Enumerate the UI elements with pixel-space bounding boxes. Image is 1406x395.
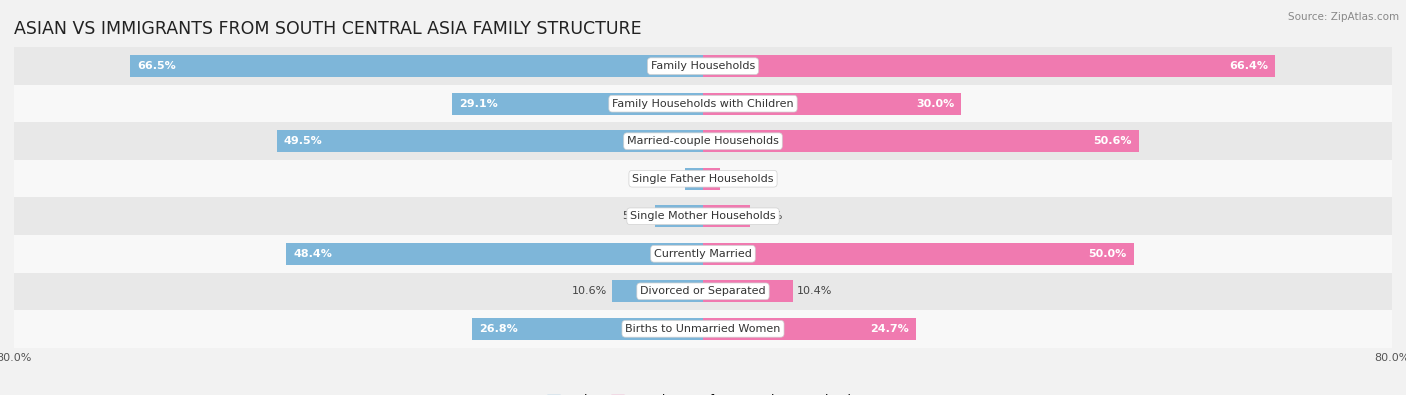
Bar <box>703 280 793 302</box>
Text: Single Mother Households: Single Mother Households <box>630 211 776 221</box>
Bar <box>14 160 1392 198</box>
Text: 26.8%: 26.8% <box>479 324 517 334</box>
Bar <box>131 55 703 77</box>
Bar <box>277 130 703 152</box>
Text: Currently Married: Currently Married <box>654 249 752 259</box>
Bar <box>703 318 915 340</box>
Bar <box>472 318 703 340</box>
Bar <box>14 310 1392 348</box>
Bar <box>14 85 1392 122</box>
Text: 5.4%: 5.4% <box>754 211 782 221</box>
Text: 2.0%: 2.0% <box>724 174 752 184</box>
Bar <box>14 47 1392 85</box>
Text: 66.5%: 66.5% <box>138 61 176 71</box>
Text: Source: ZipAtlas.com: Source: ZipAtlas.com <box>1288 12 1399 22</box>
Text: Births to Unmarried Women: Births to Unmarried Women <box>626 324 780 334</box>
Bar <box>703 168 720 190</box>
Text: ASIAN VS IMMIGRANTS FROM SOUTH CENTRAL ASIA FAMILY STRUCTURE: ASIAN VS IMMIGRANTS FROM SOUTH CENTRAL A… <box>14 19 641 38</box>
Bar <box>14 122 1392 160</box>
Text: 30.0%: 30.0% <box>917 99 955 109</box>
Bar <box>453 93 703 115</box>
Bar <box>612 280 703 302</box>
Text: Family Households: Family Households <box>651 61 755 71</box>
Text: 2.1%: 2.1% <box>652 174 681 184</box>
Text: 10.6%: 10.6% <box>572 286 607 296</box>
Bar <box>703 205 749 227</box>
Bar <box>703 55 1275 77</box>
Bar <box>14 273 1392 310</box>
Text: 5.6%: 5.6% <box>623 211 651 221</box>
Bar <box>14 235 1392 273</box>
Text: Single Father Households: Single Father Households <box>633 174 773 184</box>
Bar <box>14 198 1392 235</box>
Bar <box>703 93 962 115</box>
Bar <box>287 243 703 265</box>
Bar <box>703 243 1133 265</box>
Text: 24.7%: 24.7% <box>870 324 908 334</box>
Text: Divorced or Separated: Divorced or Separated <box>640 286 766 296</box>
Text: Married-couple Households: Married-couple Households <box>627 136 779 146</box>
Text: 66.4%: 66.4% <box>1229 61 1268 71</box>
Text: 50.6%: 50.6% <box>1094 136 1132 146</box>
Bar <box>655 205 703 227</box>
Bar <box>685 168 703 190</box>
Text: 29.1%: 29.1% <box>460 99 498 109</box>
Text: 50.0%: 50.0% <box>1088 249 1126 259</box>
Text: 48.4%: 48.4% <box>292 249 332 259</box>
Text: Family Households with Children: Family Households with Children <box>612 99 794 109</box>
Text: 10.4%: 10.4% <box>797 286 832 296</box>
Text: 49.5%: 49.5% <box>284 136 322 146</box>
Legend: Asian, Immigrants from South Central Asia: Asian, Immigrants from South Central Asi… <box>547 394 859 395</box>
Bar <box>703 130 1139 152</box>
